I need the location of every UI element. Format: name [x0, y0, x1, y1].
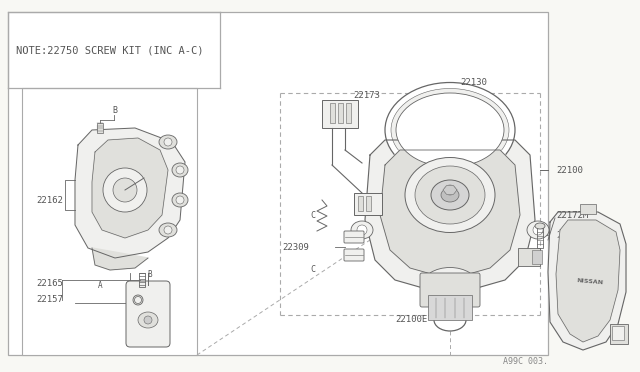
Ellipse shape [172, 193, 188, 207]
Text: C: C [310, 211, 315, 219]
Bar [338, 103, 343, 123]
Circle shape [176, 166, 184, 174]
Circle shape [134, 296, 141, 304]
Text: B: B [147, 270, 152, 279]
Bar [580, 204, 596, 214]
Polygon shape [380, 150, 520, 275]
Text: 22162: 22162 [36, 196, 63, 205]
Bar [346, 103, 351, 123]
Ellipse shape [444, 185, 456, 195]
Text: 22157: 22157 [36, 295, 63, 305]
Ellipse shape [159, 135, 177, 149]
Circle shape [103, 168, 147, 212]
Ellipse shape [431, 180, 469, 210]
Text: 22172M: 22172M [556, 211, 588, 219]
Bar [8, 12, 548, 355]
Bar [330, 103, 335, 123]
Text: 22100E: 22100E [395, 315, 428, 324]
Circle shape [164, 226, 172, 234]
Text: 22130: 22130 [460, 77, 487, 87]
Polygon shape [75, 128, 185, 258]
Bar [97, 123, 103, 133]
Text: NISSAN: NISSAN [577, 278, 604, 286]
Ellipse shape [527, 221, 549, 239]
FancyBboxPatch shape [420, 273, 480, 307]
Ellipse shape [138, 312, 158, 328]
Polygon shape [556, 220, 620, 342]
Ellipse shape [172, 163, 188, 177]
Circle shape [144, 316, 152, 324]
Text: A99C 003.: A99C 003. [503, 357, 548, 366]
Bar [532, 250, 542, 264]
Bar [537, 226, 543, 248]
Ellipse shape [405, 157, 495, 232]
Text: 22100: 22100 [556, 166, 583, 174]
Polygon shape [443, 186, 457, 194]
Text: C: C [310, 264, 315, 273]
Circle shape [357, 225, 367, 235]
FancyBboxPatch shape [344, 231, 364, 243]
Text: 22173: 22173 [353, 90, 380, 99]
Bar [322, 100, 358, 128]
Polygon shape [92, 138, 168, 238]
Circle shape [533, 225, 543, 235]
Text: A: A [98, 280, 102, 289]
Ellipse shape [441, 188, 459, 202]
Bar [612, 326, 624, 340]
Ellipse shape [422, 267, 477, 302]
FancyBboxPatch shape [344, 249, 364, 261]
Ellipse shape [415, 166, 485, 224]
Circle shape [176, 196, 184, 204]
Text: 22309: 22309 [282, 243, 309, 251]
Polygon shape [365, 140, 535, 290]
Text: B: B [112, 106, 117, 115]
Text: 22100A: 22100A [556, 231, 588, 240]
Ellipse shape [385, 83, 515, 177]
Bar [22, 88, 197, 355]
Circle shape [113, 178, 137, 202]
Ellipse shape [391, 89, 509, 171]
Bar [366, 196, 371, 211]
Ellipse shape [434, 309, 466, 331]
Circle shape [164, 138, 172, 146]
Ellipse shape [396, 93, 504, 167]
Polygon shape [92, 248, 148, 270]
Ellipse shape [159, 223, 177, 237]
Text: NOTE:22750 SCREW KIT (INC A-C): NOTE:22750 SCREW KIT (INC A-C) [16, 45, 204, 55]
Bar [428, 295, 472, 320]
Bar [610, 324, 628, 344]
Bar [354, 193, 382, 215]
Text: 22165: 22165 [36, 279, 63, 288]
Circle shape [133, 295, 143, 305]
Ellipse shape [535, 223, 545, 229]
FancyBboxPatch shape [126, 281, 170, 347]
Polygon shape [548, 212, 626, 350]
Ellipse shape [351, 221, 373, 239]
Bar [518, 248, 540, 266]
Bar [139, 273, 145, 287]
Bar [358, 196, 363, 211]
